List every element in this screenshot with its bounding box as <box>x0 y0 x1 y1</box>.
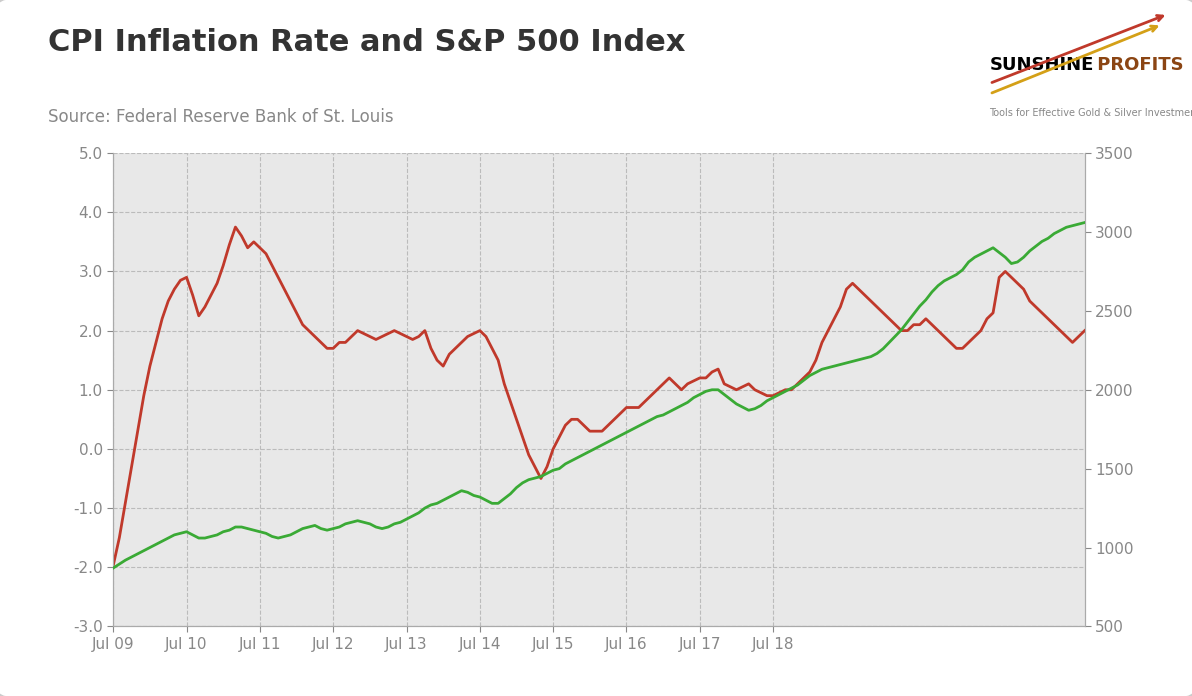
Text: PROFITS: PROFITS <box>1091 56 1184 74</box>
Text: Source: Federal Reserve Bank of St. Louis: Source: Federal Reserve Bank of St. Loui… <box>48 108 393 126</box>
Text: SUNSHINE: SUNSHINE <box>989 56 1094 74</box>
Text: CPI Inflation Rate and S&P 500 Index: CPI Inflation Rate and S&P 500 Index <box>48 28 685 57</box>
Text: Tools for Effective Gold & Silver Investments: Tools for Effective Gold & Silver Invest… <box>989 108 1192 118</box>
